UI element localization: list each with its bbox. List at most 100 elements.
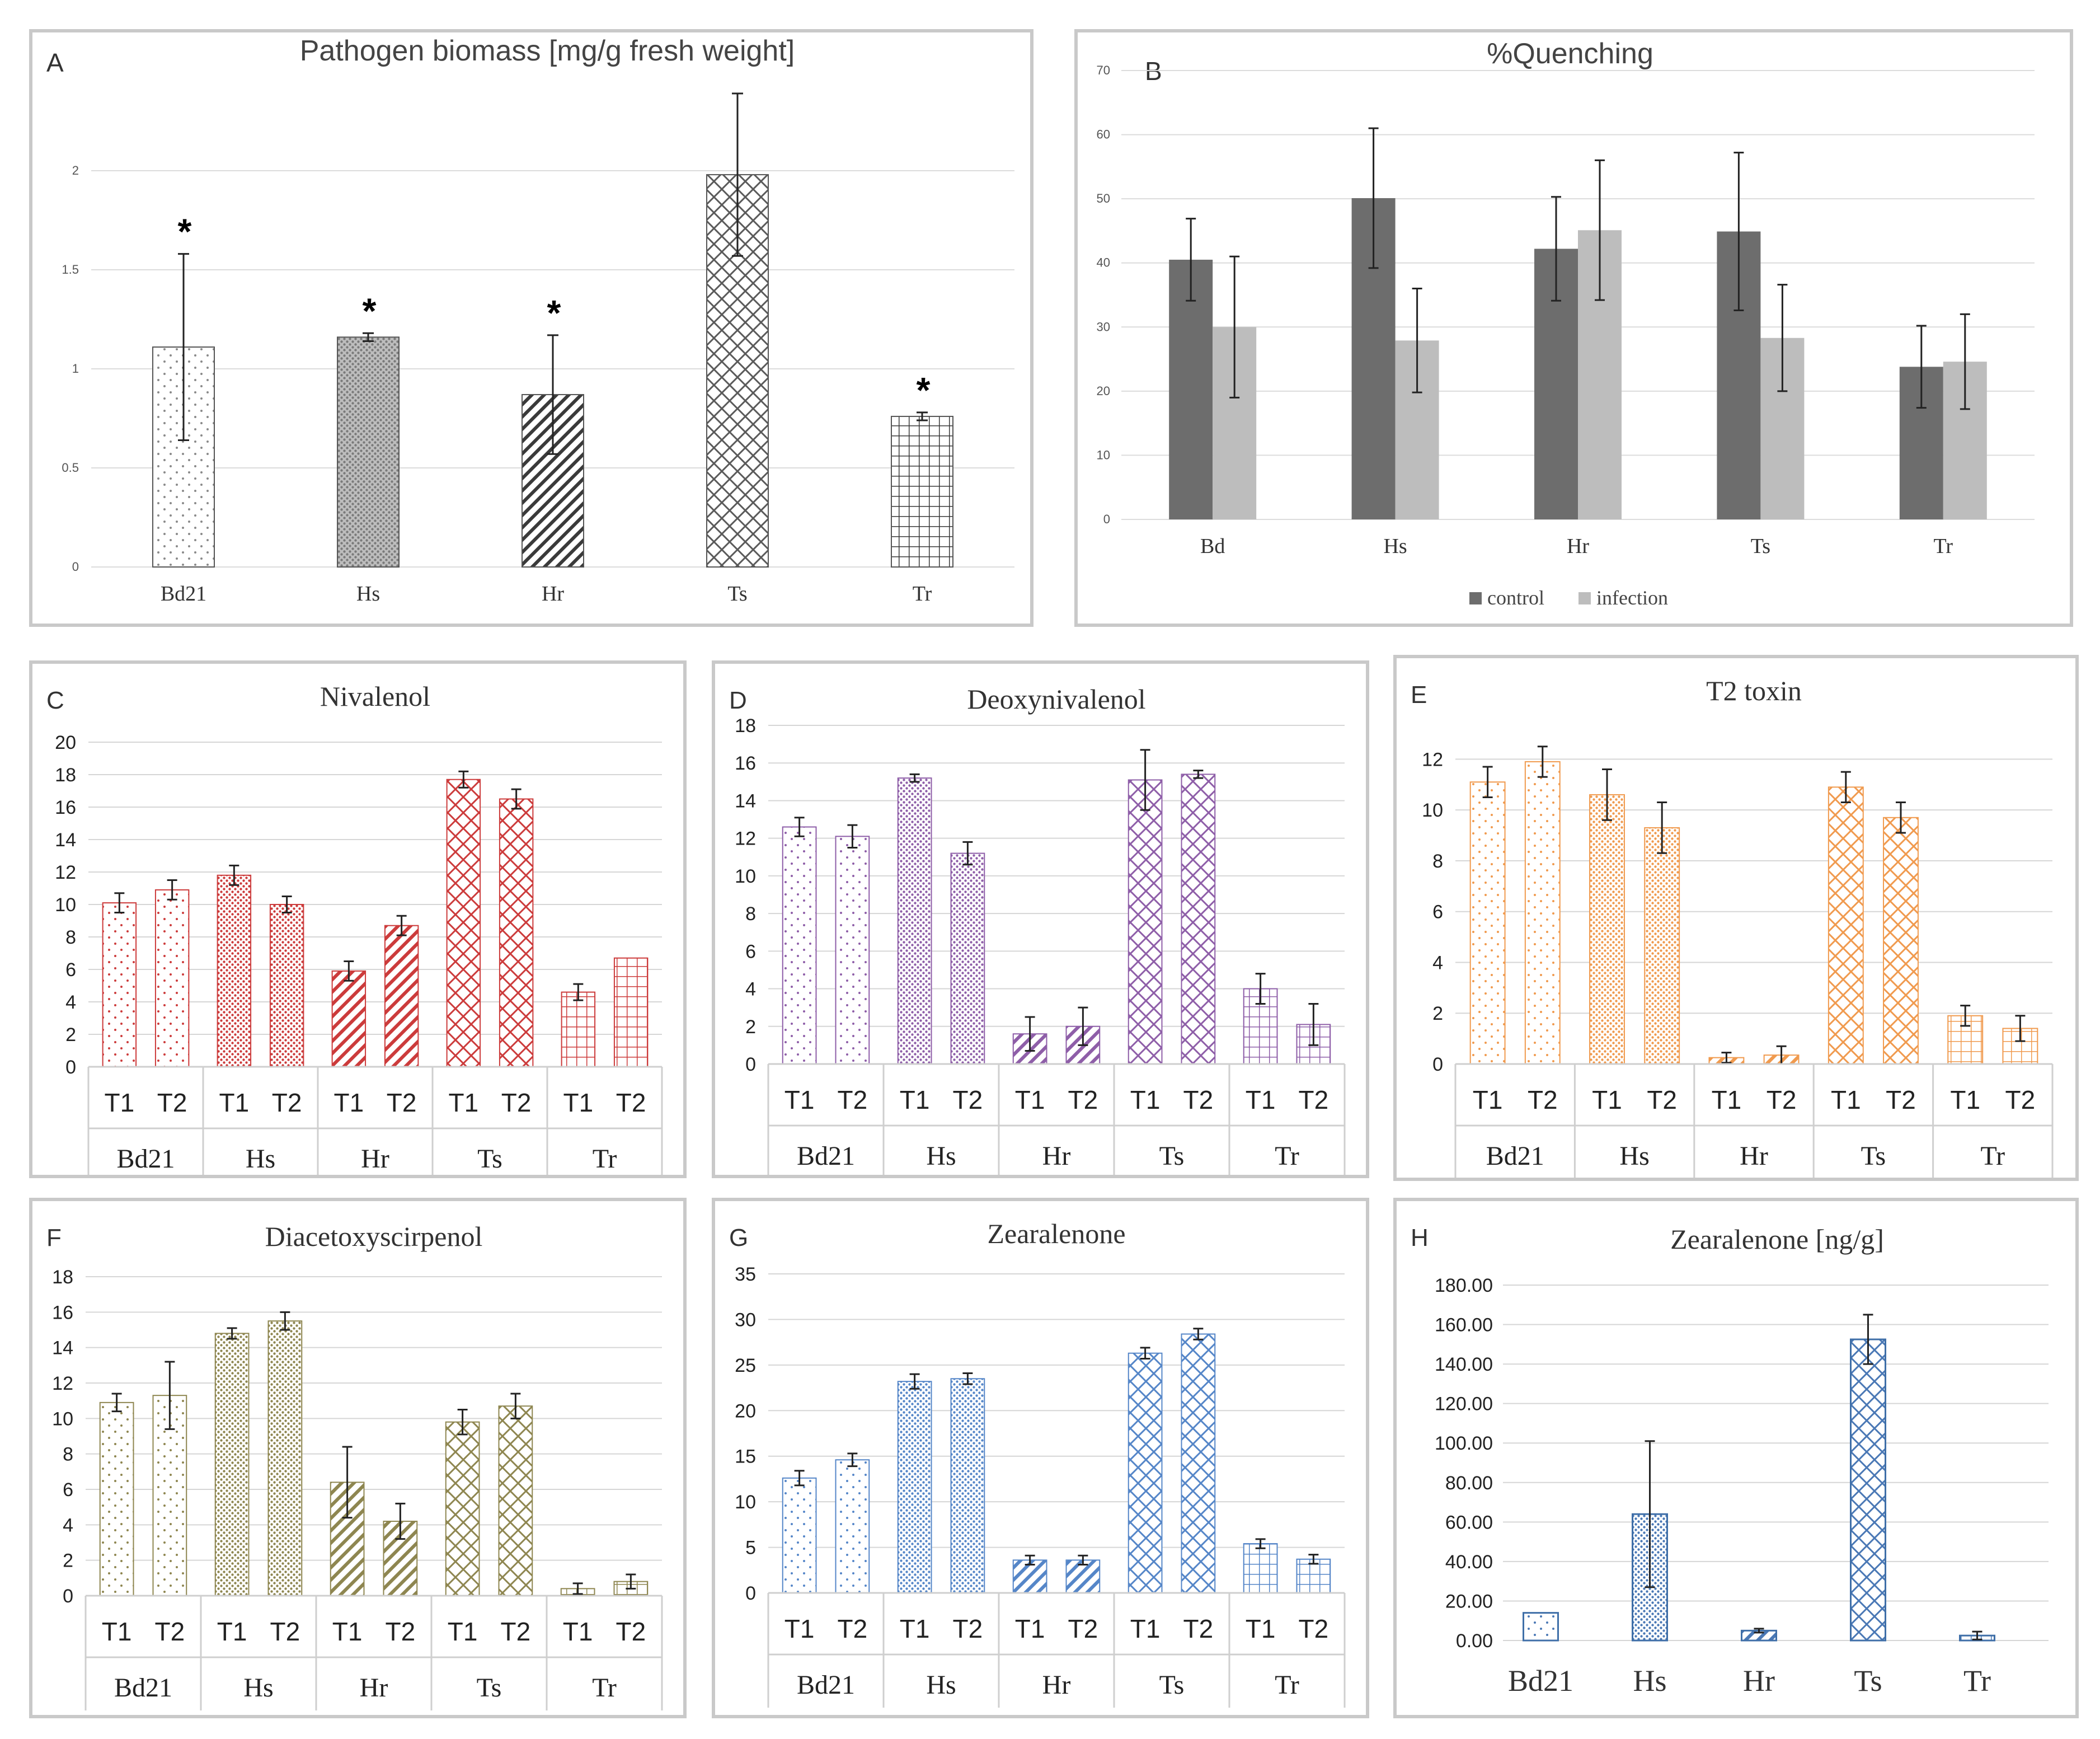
x-subtick-label: T1 bbox=[784, 1614, 815, 1643]
bar-bd21-t2 bbox=[835, 836, 870, 1065]
error-bar bbox=[344, 960, 354, 982]
y-tick-label: 6 bbox=[1432, 902, 1443, 923]
error-bar bbox=[111, 1393, 122, 1413]
error-bar bbox=[1595, 159, 1605, 301]
error-bar bbox=[1960, 313, 1970, 410]
x-subtick-label: T1 bbox=[332, 1617, 363, 1646]
x-subtick-label: T2 bbox=[953, 1085, 983, 1114]
y-tick-label: 2 bbox=[63, 1550, 73, 1572]
y-tick-label: 2 bbox=[65, 1024, 76, 1046]
x-tick-label: Ts bbox=[1854, 1664, 1882, 1698]
error-bar bbox=[1551, 196, 1561, 302]
x-group-label: Ts bbox=[1159, 1670, 1185, 1700]
error-bar bbox=[917, 411, 928, 421]
error-bar bbox=[962, 841, 973, 866]
error-bar bbox=[1186, 218, 1196, 302]
x-subtick-label: T1 bbox=[1015, 1085, 1045, 1114]
x-group-label: Ts bbox=[477, 1673, 502, 1703]
x-tick-label: Bd21 bbox=[161, 582, 206, 606]
bar-hs-t2 bbox=[950, 852, 985, 1065]
bar-bd21-t1 bbox=[1469, 781, 1506, 1065]
significance-marker: * bbox=[178, 212, 192, 252]
x-subtick-label: T1 bbox=[105, 1088, 135, 1117]
bar-hs-t1 bbox=[897, 1381, 932, 1593]
chart-panel-a: A Pathogen biomass [mg/g fresh weight] 0 0.… bbox=[29, 29, 1033, 627]
x-subtick-label: T2 bbox=[1528, 1085, 1558, 1114]
bar-tr bbox=[891, 415, 953, 568]
x-group-label: Bd21 bbox=[114, 1673, 172, 1703]
x-group-label: Ts bbox=[1861, 1141, 1886, 1171]
panel-letter: A bbox=[46, 48, 64, 77]
x-group-label: Hs bbox=[926, 1670, 956, 1700]
error-bar bbox=[229, 864, 239, 886]
error-bar bbox=[1733, 152, 1744, 311]
error-bar bbox=[572, 1582, 583, 1595]
panel-letter: C bbox=[46, 687, 64, 714]
error-bar bbox=[178, 253, 189, 441]
x-tick-label: Hr bbox=[542, 582, 564, 606]
chart-g-svg: G Zearalenone 0 5 10 15 20 25 30 35 T1 T2 Bd21 T1 T2 Hs… bbox=[729, 1218, 1346, 1708]
x-subtick-label: T1 bbox=[1712, 1085, 1742, 1114]
bar-bd21 bbox=[1523, 1612, 1559, 1642]
bar-bd21-t1 bbox=[102, 902, 137, 1067]
error-bar bbox=[732, 92, 743, 257]
y-tick-label: 0.5 bbox=[62, 461, 79, 475]
chart-panel-b: B %Quenching 0 10 20 30 40 50 60 70 Bd Hs Hr Ts Tr cont… bbox=[1074, 29, 2073, 627]
bar-bd21-t1 bbox=[782, 1477, 817, 1593]
y-tick-label: 20 bbox=[1097, 384, 1110, 398]
x-subtick-label: T1 bbox=[448, 1617, 478, 1646]
y-tick-label: 12 bbox=[52, 1373, 73, 1394]
error-bar bbox=[847, 1452, 858, 1468]
y-tick-label: 30 bbox=[1097, 320, 1110, 334]
x-subtick-label: T2 bbox=[1647, 1085, 1677, 1114]
y-tick-label: 1.5 bbox=[62, 263, 79, 276]
bar-hs-t1 bbox=[214, 1333, 250, 1596]
x-subtick-label: T2 bbox=[155, 1617, 185, 1646]
bar-hs-t1 bbox=[217, 874, 252, 1067]
y-tick-label: 140.00 bbox=[1435, 1354, 1493, 1375]
error-bar bbox=[167, 879, 177, 901]
chart-panel-d: D Deoxynivalenol 0 2 4 6 8 10 12 14 16 18 T1 T2 Bd21 T1… bbox=[712, 660, 1369, 1178]
y-tick-label: 18 bbox=[735, 715, 756, 737]
error-bar bbox=[1368, 127, 1379, 269]
y-tick-label: 2 bbox=[72, 163, 79, 177]
x-tick-label: Ts bbox=[1751, 535, 1770, 558]
error-bar bbox=[1412, 288, 1422, 393]
y-tick-label: 8 bbox=[65, 927, 76, 948]
y-tick-label: 40 bbox=[1097, 256, 1110, 270]
y-tick-label: 0 bbox=[745, 1054, 756, 1075]
y-tick-label: 0 bbox=[63, 1586, 73, 1607]
x-subtick-label: T1 bbox=[102, 1617, 132, 1646]
x-subtick-label: T2 bbox=[616, 1088, 646, 1117]
y-tick-label: 14 bbox=[52, 1338, 73, 1359]
x-subtick-label: T2 bbox=[157, 1088, 187, 1117]
chart-panel-h: H Zearalenone [ng/g] 0.00 20.00 40.00 60.00 80… bbox=[1393, 1198, 2079, 1718]
chart-panel-f: F Diacetoxyscirpenol 0 2 4 6 8 10 12 14 16 18 T1 T2 Bd… bbox=[29, 1198, 687, 1718]
bar-bd21-t2 bbox=[835, 1459, 870, 1593]
x-group-label: Hr bbox=[1042, 1670, 1071, 1700]
chart-title: Diacetoxyscirpenol bbox=[265, 1221, 483, 1252]
y-tick-label: 12 bbox=[55, 862, 76, 883]
y-tick-label: 0 bbox=[65, 1057, 76, 1078]
panel-letter: F bbox=[46, 1224, 62, 1251]
bar-tr-t2 bbox=[613, 957, 649, 1068]
bar-hs-t2 bbox=[267, 1320, 303, 1597]
y-tick-label: 2 bbox=[1432, 1003, 1443, 1024]
error-bar bbox=[1193, 770, 1204, 779]
x-tick-label: Hr bbox=[1567, 535, 1589, 558]
error-bar bbox=[1229, 255, 1240, 399]
x-subtick-label: T1 bbox=[1473, 1085, 1503, 1114]
x-subtick-label: T2 bbox=[1183, 1085, 1214, 1114]
x-tick-label: Tr bbox=[1963, 1664, 1991, 1698]
legend-label-infection: infection bbox=[1596, 587, 1668, 609]
error-bar bbox=[1140, 749, 1150, 811]
chart-title: %Quenching bbox=[1487, 38, 1653, 70]
x-group-label: Ts bbox=[477, 1144, 502, 1174]
bar-ts-t1 bbox=[1127, 1352, 1163, 1593]
y-tick-label: 16 bbox=[735, 753, 756, 774]
bar-bd21-t2 bbox=[1524, 761, 1561, 1065]
x-subtick-label: T2 bbox=[1886, 1085, 1916, 1114]
significance-marker: * bbox=[547, 293, 561, 333]
bar-ts bbox=[1850, 1338, 1886, 1642]
error-bar bbox=[458, 770, 469, 789]
